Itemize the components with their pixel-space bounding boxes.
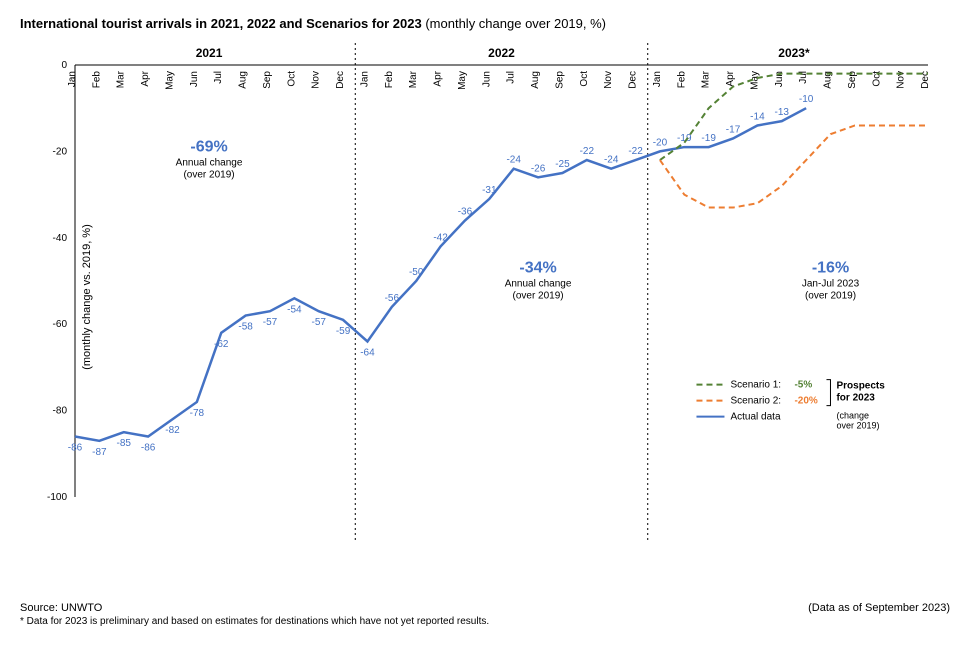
chart-area: (monthly change vs. 2019, %) 0 -20 -40 -60 -… [20, 37, 938, 557]
svg-text:-22: -22 [628, 146, 643, 157]
svg-text:-22: -22 [580, 146, 595, 157]
svg-text:Jan-Jul 2023: Jan-Jul 2023 [802, 278, 860, 289]
svg-text:Nov: Nov [603, 71, 614, 89]
svg-text:-100: -100 [47, 492, 67, 503]
footnote-text: * Data for 2023 is preliminary and based… [20, 616, 950, 627]
svg-text:2022: 2022 [488, 46, 515, 60]
svg-text:(over 2019): (over 2019) [805, 290, 856, 301]
svg-text:-31: -31 [482, 185, 497, 196]
svg-text:-20: -20 [653, 137, 668, 148]
y-axis-label: (monthly change vs. 2019, %) [81, 224, 93, 370]
svg-text:0: 0 [61, 60, 67, 71]
svg-text:2023*: 2023* [778, 46, 810, 60]
svg-text:-86: -86 [68, 443, 83, 454]
svg-text:-25: -25 [555, 159, 570, 170]
svg-text:for 2023: for 2023 [836, 393, 875, 404]
svg-text:-13: -13 [775, 107, 790, 118]
svg-text:-50: -50 [409, 267, 424, 278]
svg-text:Sep: Sep [262, 71, 273, 89]
chart-svg: 0 -20 -40 -60 -80 -100 Jan Feb Mar Apr May Jun Jul Au… [20, 37, 938, 557]
svg-text:-20%: -20% [794, 396, 817, 407]
svg-text:over 2019): over 2019) [836, 421, 879, 431]
svg-text:-5%: -5% [794, 380, 812, 391]
svg-text:Jul: Jul [506, 71, 517, 84]
svg-text:Scenario 2:: Scenario 2: [730, 396, 781, 407]
svg-text:-16%: -16% [812, 259, 849, 276]
svg-text:Jan: Jan [359, 71, 370, 87]
svg-text:(change: (change [836, 411, 869, 421]
svg-text:-59: -59 [336, 326, 351, 337]
svg-text:Feb: Feb [384, 71, 395, 89]
chart-footer: Source: UNWTO * Data for 2023 is prelimi… [20, 602, 950, 627]
svg-text:Jul: Jul [213, 71, 224, 84]
svg-text:Oct: Oct [286, 71, 297, 87]
svg-text:-78: -78 [190, 408, 205, 419]
svg-text:Feb: Feb [91, 71, 102, 89]
svg-text:-34%: -34% [519, 259, 556, 276]
svg-text:-87: -87 [92, 447, 107, 458]
svg-text:Annual change: Annual change [505, 278, 572, 289]
asof-label: (Data as of September 2023) [808, 602, 950, 614]
svg-text:May: May [164, 71, 175, 90]
svg-text:2021: 2021 [196, 46, 223, 60]
svg-text:-85: -85 [117, 438, 132, 449]
svg-text:Oct: Oct [579, 71, 590, 87]
svg-text:Jan: Jan [67, 71, 78, 87]
svg-text:Mar: Mar [116, 70, 127, 88]
svg-text:-42: -42 [433, 232, 448, 243]
svg-text:Sep: Sep [554, 71, 565, 89]
svg-text:-60: -60 [53, 319, 68, 330]
svg-text:-40: -40 [53, 233, 68, 244]
svg-text:Apr: Apr [725, 70, 736, 86]
svg-text:Aug: Aug [238, 71, 249, 89]
svg-text:Jan: Jan [652, 71, 663, 87]
svg-text:-86: -86 [141, 443, 156, 454]
title-main: International tourist arrivals in 2021, … [20, 16, 422, 31]
svg-text:Apr: Apr [433, 70, 444, 86]
svg-text:-26: -26 [531, 163, 546, 174]
svg-text:-82: -82 [165, 425, 180, 436]
svg-text:-19: -19 [701, 133, 716, 144]
svg-text:-10: -10 [799, 94, 814, 105]
svg-text:May: May [457, 71, 468, 90]
svg-text:-69%: -69% [190, 138, 227, 155]
svg-text:Annual change: Annual change [176, 157, 243, 168]
svg-text:Mar: Mar [408, 70, 419, 88]
svg-text:-62: -62 [214, 339, 229, 350]
svg-text:-17: -17 [726, 124, 741, 135]
svg-text:-80: -80 [53, 406, 68, 417]
chart-title: International tourist arrivals in 2021, … [20, 16, 950, 31]
svg-text:Actual data: Actual data [730, 412, 780, 423]
svg-text:-58: -58 [238, 322, 253, 333]
svg-text:Mar: Mar [701, 70, 712, 88]
svg-text:Feb: Feb [676, 71, 687, 89]
chart-container: International tourist arrivals in 2021, … [0, 0, 970, 645]
svg-text:(over 2019): (over 2019) [512, 290, 563, 301]
svg-text:-57: -57 [263, 317, 278, 328]
svg-text:Jun: Jun [189, 71, 200, 87]
svg-text:-14: -14 [750, 111, 765, 122]
svg-text:-24: -24 [506, 155, 521, 166]
title-sub: (monthly change over 2019, %) [422, 16, 606, 31]
svg-text:Aug: Aug [530, 71, 541, 89]
svg-text:Dec: Dec [628, 71, 639, 89]
svg-text:Prospects: Prospects [836, 381, 885, 392]
svg-text:-20: -20 [53, 146, 68, 157]
svg-text:(over 2019): (over 2019) [183, 169, 234, 180]
svg-text:-56: -56 [385, 293, 400, 304]
svg-text:-36: -36 [458, 207, 473, 218]
svg-text:-24: -24 [604, 155, 619, 166]
svg-text:-57: -57 [311, 317, 326, 328]
svg-text:-64: -64 [360, 347, 375, 358]
svg-text:Apr: Apr [140, 70, 151, 86]
svg-text:Dec: Dec [335, 71, 346, 89]
svg-text:-54: -54 [287, 304, 302, 315]
svg-text:Jun: Jun [481, 71, 492, 87]
svg-text:Nov: Nov [311, 71, 322, 89]
svg-text:Scenario 1:: Scenario 1: [730, 380, 781, 391]
